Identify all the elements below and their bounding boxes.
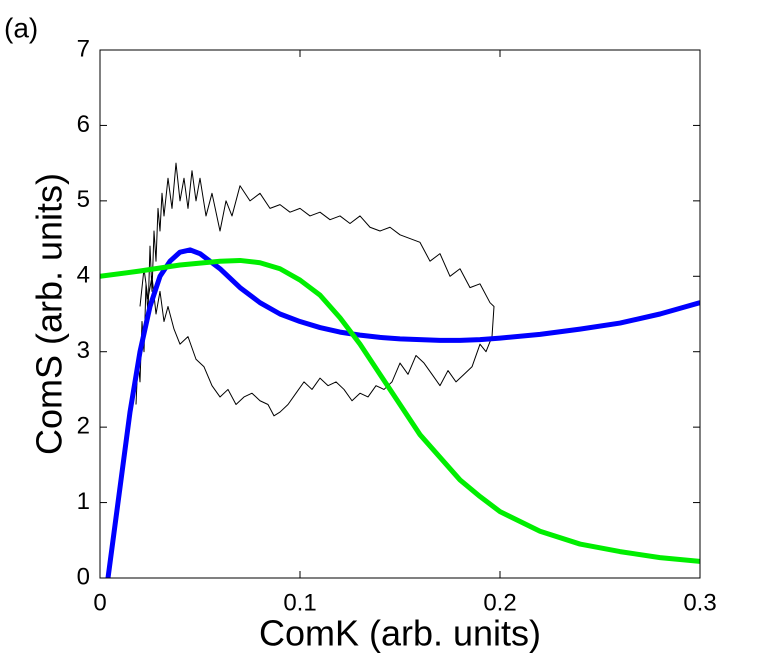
data-line <box>135 162 495 417</box>
x-tick-label: 0.3 <box>683 589 716 616</box>
x-axis-title: ComK (arb. units) <box>259 613 541 654</box>
x-tick-label: 0 <box>93 589 106 616</box>
x-tick-label: 0.2 <box>483 589 516 616</box>
y-tick-label: 0 <box>77 563 90 590</box>
data-line <box>100 257 700 564</box>
plot-frame <box>99 49 701 579</box>
y-tick-label: 2 <box>77 412 90 439</box>
y-tick-label: 6 <box>77 111 90 138</box>
y-tick-label: 4 <box>77 262 90 289</box>
data-line <box>105 247 700 578</box>
x-tick-label: 0.1 <box>283 589 316 616</box>
y-tick-label: 7 <box>77 35 90 62</box>
y-tick-label: 3 <box>77 337 90 364</box>
y-axis-title: ComS (arb. units) <box>29 173 70 455</box>
y-tick-label: 5 <box>77 186 90 213</box>
y-tick-label: 1 <box>77 488 90 515</box>
panel-label: (a) <box>4 12 38 43</box>
